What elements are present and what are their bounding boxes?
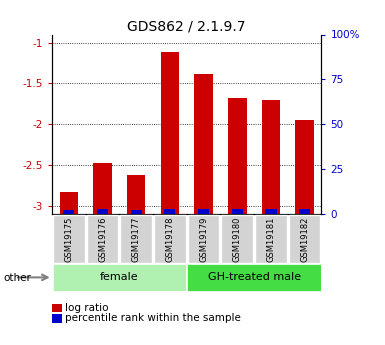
- Text: GSM19181: GSM19181: [266, 216, 275, 262]
- FancyBboxPatch shape: [53, 264, 186, 291]
- Bar: [131, 210, 142, 214]
- Bar: [262, 100, 280, 214]
- Bar: [60, 192, 78, 214]
- Text: other: other: [4, 273, 32, 283]
- Text: percentile rank within the sample: percentile rank within the sample: [65, 314, 241, 323]
- FancyBboxPatch shape: [87, 215, 118, 264]
- Bar: [299, 208, 310, 214]
- FancyBboxPatch shape: [154, 215, 186, 264]
- Text: female: female: [100, 273, 139, 282]
- FancyBboxPatch shape: [188, 215, 219, 264]
- Text: GSM19175: GSM19175: [64, 216, 73, 262]
- Bar: [295, 120, 314, 214]
- Bar: [194, 73, 213, 214]
- Bar: [198, 208, 209, 214]
- FancyBboxPatch shape: [289, 215, 320, 264]
- Bar: [127, 175, 146, 214]
- Text: GSM19176: GSM19176: [98, 216, 107, 262]
- Bar: [228, 98, 246, 214]
- FancyBboxPatch shape: [187, 264, 321, 291]
- Text: log ratio: log ratio: [65, 303, 108, 313]
- Text: GSM19180: GSM19180: [233, 216, 242, 262]
- Bar: [97, 208, 108, 214]
- FancyBboxPatch shape: [121, 215, 152, 264]
- Bar: [93, 163, 112, 214]
- Bar: [232, 208, 243, 214]
- Text: GSM19179: GSM19179: [199, 216, 208, 262]
- FancyBboxPatch shape: [221, 215, 253, 264]
- Text: GH-treated male: GH-treated male: [208, 273, 301, 282]
- FancyBboxPatch shape: [53, 215, 85, 264]
- FancyBboxPatch shape: [255, 215, 287, 264]
- Bar: [63, 210, 74, 214]
- Bar: [265, 208, 276, 214]
- Title: GDS862 / 2.1.9.7: GDS862 / 2.1.9.7: [127, 19, 246, 33]
- Bar: [161, 52, 179, 214]
- Bar: [164, 208, 176, 214]
- Text: GSM19182: GSM19182: [300, 216, 309, 262]
- Text: GSM19178: GSM19178: [166, 216, 174, 262]
- Text: GSM19177: GSM19177: [132, 216, 141, 262]
